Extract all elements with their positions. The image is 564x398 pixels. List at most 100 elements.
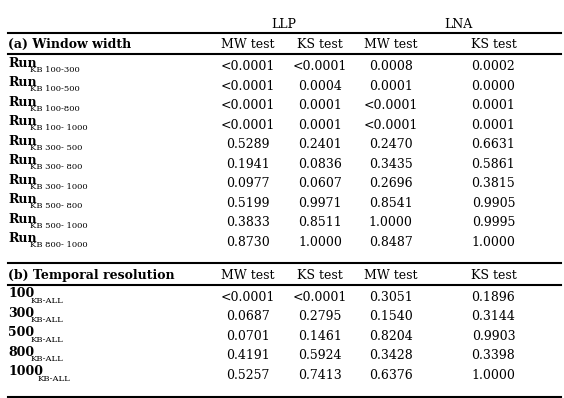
Text: 0.0008: 0.0008 <box>369 60 412 73</box>
Text: 0.8204: 0.8204 <box>369 330 412 343</box>
Text: 0.3398: 0.3398 <box>472 349 515 363</box>
Text: 0.0836: 0.0836 <box>298 158 342 171</box>
Text: 0.8487: 0.8487 <box>369 236 412 249</box>
Text: MW test: MW test <box>222 269 275 281</box>
Text: 0.3428: 0.3428 <box>369 349 412 363</box>
Text: 0.0001: 0.0001 <box>369 80 412 93</box>
Text: 0.0701: 0.0701 <box>226 330 270 343</box>
Text: 800: 800 <box>8 346 34 359</box>
Text: Run: Run <box>8 57 37 70</box>
Text: 1.0000: 1.0000 <box>369 216 412 229</box>
Text: 0.2795: 0.2795 <box>298 310 342 324</box>
Text: <0.0001: <0.0001 <box>221 60 275 73</box>
Text: 0.3833: 0.3833 <box>226 216 270 229</box>
Text: KB-ALL: KB-ALL <box>30 355 63 363</box>
Text: 0.9905: 0.9905 <box>472 197 515 210</box>
Text: KB 100-800: KB 100-800 <box>30 105 80 113</box>
Text: <0.0001: <0.0001 <box>221 119 275 132</box>
Text: MW test: MW test <box>364 38 417 51</box>
Text: 0.0607: 0.0607 <box>298 177 342 190</box>
Text: KB 300- 800: KB 300- 800 <box>30 164 82 172</box>
Text: Run: Run <box>8 115 37 128</box>
Text: Run: Run <box>8 96 37 109</box>
Text: Run: Run <box>8 213 37 226</box>
Text: KS test: KS test <box>470 38 517 51</box>
Text: 0.2401: 0.2401 <box>298 138 342 151</box>
Text: 0.9903: 0.9903 <box>472 330 515 343</box>
Text: KB 500- 800: KB 500- 800 <box>30 203 82 211</box>
Text: LNA: LNA <box>444 18 473 31</box>
Text: 0.0977: 0.0977 <box>226 177 270 190</box>
Text: 1000: 1000 <box>8 365 43 378</box>
Text: KS test: KS test <box>470 269 517 281</box>
Text: 0.4191: 0.4191 <box>226 349 270 363</box>
Text: 0.0687: 0.0687 <box>226 310 270 324</box>
Text: 0.6376: 0.6376 <box>369 369 412 382</box>
Text: 0.7413: 0.7413 <box>298 369 342 382</box>
Text: MW test: MW test <box>364 269 417 281</box>
Text: 1.0000: 1.0000 <box>298 236 342 249</box>
Text: 0.9971: 0.9971 <box>298 197 342 210</box>
Text: 100: 100 <box>8 287 35 300</box>
Text: KB 100-500: KB 100-500 <box>30 86 80 94</box>
Text: 0.5289: 0.5289 <box>226 138 270 151</box>
Text: 0.5861: 0.5861 <box>472 158 515 171</box>
Text: Run: Run <box>8 193 37 206</box>
Text: 0.0004: 0.0004 <box>298 80 342 93</box>
Text: <0.0001: <0.0001 <box>363 99 418 112</box>
Text: <0.0001: <0.0001 <box>363 119 418 132</box>
Text: Run: Run <box>8 135 37 148</box>
Text: 0.0001: 0.0001 <box>298 99 342 112</box>
Text: 0.1896: 0.1896 <box>472 291 515 304</box>
Text: <0.0001: <0.0001 <box>221 80 275 93</box>
Text: Run: Run <box>8 232 37 245</box>
Text: 0.1540: 0.1540 <box>369 310 412 324</box>
Text: Run: Run <box>8 154 37 167</box>
Text: 0.3815: 0.3815 <box>472 177 515 190</box>
Text: 0.3144: 0.3144 <box>472 310 515 324</box>
Text: KB 800- 1000: KB 800- 1000 <box>30 242 87 250</box>
Text: 0.3051: 0.3051 <box>369 291 412 304</box>
Text: 0.0001: 0.0001 <box>472 119 515 132</box>
Text: MW test: MW test <box>222 38 275 51</box>
Text: KB-ALL: KB-ALL <box>30 316 63 324</box>
Text: Run: Run <box>8 174 37 187</box>
Text: 300: 300 <box>8 307 34 320</box>
Text: KS test: KS test <box>297 269 343 281</box>
Text: 0.0001: 0.0001 <box>472 99 515 112</box>
Text: KB-ALL: KB-ALL <box>38 375 70 382</box>
Text: 0.8730: 0.8730 <box>226 236 270 249</box>
Text: 500: 500 <box>8 326 34 339</box>
Text: <0.0001: <0.0001 <box>293 60 347 73</box>
Text: KB 100- 1000: KB 100- 1000 <box>30 125 87 133</box>
Text: 0.1941: 0.1941 <box>226 158 270 171</box>
Text: 0.5257: 0.5257 <box>227 369 270 382</box>
Text: KB 100-300: KB 100-300 <box>30 66 80 74</box>
Text: 0.5924: 0.5924 <box>298 349 342 363</box>
Text: Run: Run <box>8 76 37 89</box>
Text: 0.8511: 0.8511 <box>298 216 342 229</box>
Text: 0.0002: 0.0002 <box>472 60 515 73</box>
Text: (b) Temporal resolution: (b) Temporal resolution <box>8 269 175 281</box>
Text: KB-ALL: KB-ALL <box>30 336 63 343</box>
Text: 0.3435: 0.3435 <box>369 158 412 171</box>
Text: 0.9995: 0.9995 <box>472 216 515 229</box>
Text: 1.0000: 1.0000 <box>472 369 515 382</box>
Text: LLP: LLP <box>271 18 296 31</box>
Text: KB 300- 500: KB 300- 500 <box>30 144 82 152</box>
Text: 1.0000: 1.0000 <box>472 236 515 249</box>
Text: <0.0001: <0.0001 <box>293 291 347 304</box>
Text: 0.2696: 0.2696 <box>369 177 412 190</box>
Text: 0.8541: 0.8541 <box>369 197 412 210</box>
Text: KB-ALL: KB-ALL <box>30 297 63 304</box>
Text: 0.0000: 0.0000 <box>472 80 515 93</box>
Text: KS test: KS test <box>297 38 343 51</box>
Text: KB 500- 1000: KB 500- 1000 <box>30 222 87 230</box>
Text: KB 300- 1000: KB 300- 1000 <box>30 183 87 191</box>
Text: <0.0001: <0.0001 <box>221 291 275 304</box>
Text: 0.0001: 0.0001 <box>298 119 342 132</box>
Text: 0.5199: 0.5199 <box>226 197 270 210</box>
Text: 0.1461: 0.1461 <box>298 330 342 343</box>
Text: (a) Window width: (a) Window width <box>8 38 132 51</box>
Text: 0.6631: 0.6631 <box>472 138 515 151</box>
